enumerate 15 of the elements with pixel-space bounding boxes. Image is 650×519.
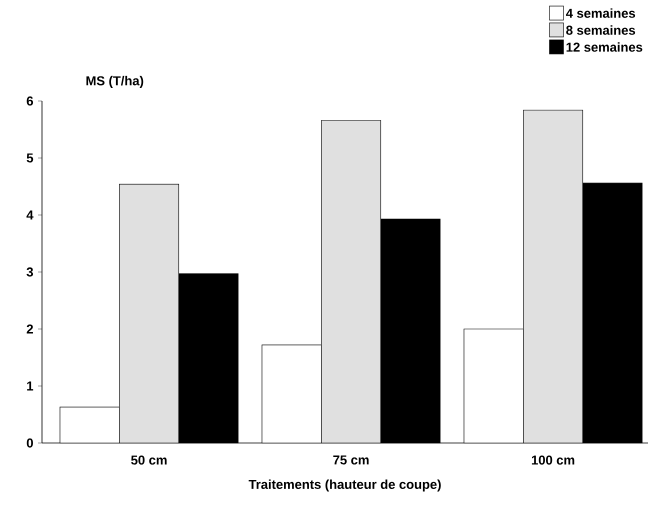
y-tick-label: 4 <box>26 210 34 220</box>
legend-label: 8 semaines <box>566 25 636 35</box>
x-axis-title: Traitements (hauteur de coupe) <box>248 479 441 492</box>
legend-label: 12 semaines <box>566 42 642 52</box>
x-tick-label: 100 cm <box>532 455 574 465</box>
legend-label: 4 semaines <box>566 8 636 18</box>
x-tick-label: 75 cm <box>333 455 369 465</box>
x-tick-label: 50 cm <box>131 455 167 465</box>
y-tick-label: 5 <box>26 153 34 163</box>
y-tick-label: 6 <box>26 96 34 106</box>
y-tick-label: 3 <box>26 267 34 277</box>
y-tick-label: 0 <box>26 438 33 448</box>
y-tick-label: 1 <box>27 382 34 390</box>
y-tick-label: 2 <box>26 324 33 334</box>
y-axis-title: MS (T/ha) <box>86 76 144 88</box>
